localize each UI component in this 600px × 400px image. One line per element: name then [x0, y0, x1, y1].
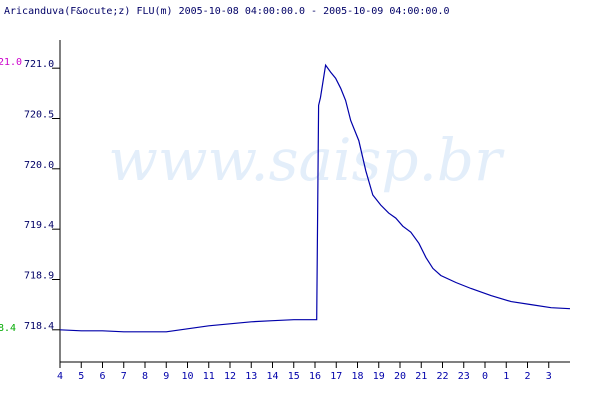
- x-tick-label: 20: [394, 371, 406, 382]
- x-tick-label: 7: [121, 371, 127, 382]
- y-tick-label: 718.4: [24, 321, 54, 332]
- x-tick-label: 21: [415, 371, 427, 382]
- x-tick-label: 5: [78, 371, 84, 382]
- x-tick-label: 10: [181, 371, 193, 382]
- x-tick-label: 14: [266, 371, 278, 382]
- x-tick-label: 13: [245, 371, 257, 382]
- chart-title: Aricanduva(F&ocute;z) FLU(m) 2005-10-08 …: [4, 6, 450, 17]
- x-tick-label: 16: [309, 371, 321, 382]
- x-tick-label: 0: [482, 371, 488, 382]
- x-tick-label: 22: [436, 371, 448, 382]
- x-tick-label: 12: [224, 371, 236, 382]
- x-tick-label: 17: [330, 371, 342, 382]
- y-tick-label: 720.0: [24, 160, 54, 171]
- x-tick-label: 6: [99, 371, 105, 382]
- series-line: [59, 63, 571, 333]
- x-tick-label: 23: [458, 371, 470, 382]
- x-tick-label: 1: [503, 371, 509, 382]
- y-tick-label: 718.9: [24, 270, 54, 281]
- watermark: www.saisp.br: [108, 126, 505, 194]
- x-tick-label: 3: [546, 371, 552, 382]
- x-tick-label: 2: [524, 371, 530, 382]
- x-tick-label: 18: [351, 371, 363, 382]
- x-tick-label: 8: [142, 371, 148, 382]
- x-tick-label: 15: [288, 371, 300, 382]
- y-tick-label: 721.0: [24, 59, 54, 70]
- min-label: 8.4: [0, 323, 16, 334]
- x-tick-label: 9: [163, 371, 169, 382]
- y-tick-label: 719.4: [24, 220, 54, 231]
- x-tick-label: 4: [57, 371, 63, 382]
- max-label: 21.0: [0, 57, 22, 68]
- y-tick-label: 720.5: [24, 109, 54, 120]
- x-tick-label: 19: [373, 371, 385, 382]
- x-tick-label: 11: [203, 371, 215, 382]
